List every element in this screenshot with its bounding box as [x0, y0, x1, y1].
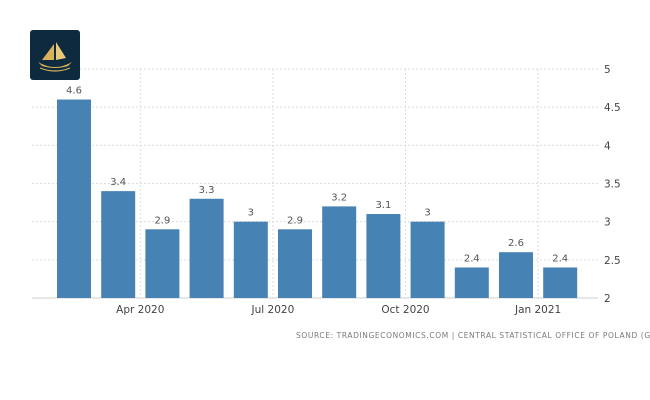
- bar[interactable]: [57, 99, 91, 299]
- x-axis-ticks: Apr 2020 Jul 2020 Oct 2020 Jan 2021: [116, 304, 561, 316]
- data-label: 3.3: [199, 185, 215, 196]
- data-label: 3: [248, 208, 254, 219]
- bar[interactable]: [278, 229, 312, 298]
- bar[interactable]: [145, 229, 180, 298]
- data-labels: 4.6 3.4 2.9 3.3 3 2.9 3.2 3.1 3 2.4 2.6 2.4: [66, 86, 568, 265]
- bar[interactable]: [366, 214, 401, 298]
- y-tick-label: 2: [604, 293, 611, 305]
- bar[interactable]: [410, 221, 445, 298]
- data-label: 3: [424, 208, 430, 219]
- data-label: 2.9: [154, 215, 170, 226]
- bars: [57, 99, 578, 299]
- bar[interactable]: [233, 221, 268, 298]
- data-label: 2.4: [464, 253, 480, 264]
- x-tick-label: Jul 2020: [251, 304, 295, 316]
- data-label: 3.1: [375, 200, 391, 211]
- bar[interactable]: [101, 191, 136, 298]
- data-label: 3.2: [331, 192, 347, 203]
- y-tick-label: 4.5: [604, 102, 621, 114]
- x-tick-label: Oct 2020: [381, 304, 429, 316]
- data-label: 2.4: [552, 253, 568, 264]
- data-label: 2.9: [287, 215, 303, 226]
- data-label: 4.6: [66, 86, 82, 97]
- y-tick-label: 2.5: [604, 255, 621, 267]
- x-tick-label: Jan 2021: [514, 304, 561, 316]
- data-label: 2.6: [508, 238, 524, 249]
- y-axis-ticks: 2 2.5 3 3.5 4 4.5 5: [604, 64, 621, 305]
- bar[interactable]: [543, 267, 578, 298]
- y-tick-label: 4: [604, 140, 611, 152]
- y-tick-label: 3: [604, 217, 611, 229]
- ship-logo-icon: [30, 30, 80, 80]
- bar[interactable]: [499, 252, 533, 298]
- bar[interactable]: [454, 267, 489, 298]
- source-text: SOURCE: TRADINGECONOMICS.COM | CENTRAL S…: [296, 331, 650, 340]
- y-tick-label: 5: [604, 64, 611, 76]
- bar[interactable]: [322, 206, 357, 298]
- bar[interactable]: [189, 198, 224, 298]
- data-label: 3.4: [110, 177, 126, 188]
- y-tick-label: 3.5: [604, 179, 621, 191]
- x-tick-label: Apr 2020: [116, 304, 164, 316]
